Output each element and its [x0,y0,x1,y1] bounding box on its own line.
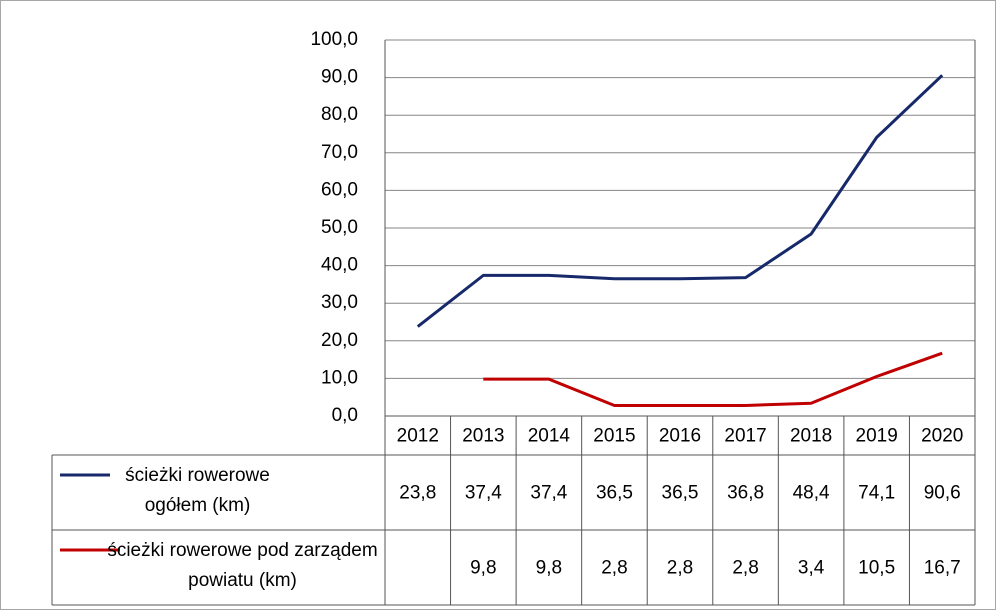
y-tick-label: 50,0 [321,217,358,238]
x-tick-label: 2012 [397,426,439,447]
data-label: 9,8 [536,558,562,579]
data-label: 9,8 [470,558,496,579]
series-line [483,351,943,407]
y-tick-label: 10,0 [321,367,358,388]
data-label: 2,8 [732,558,758,579]
y-tick-label: 0,0 [332,405,358,426]
legend-label: ścieżki rowerowe pod zarządem powiatu (k… [107,540,378,591]
y-tick-label: 30,0 [321,292,358,313]
data-label: 37,4 [530,483,567,504]
x-tick-label: 2020 [921,426,963,447]
y-tick-label: 20,0 [321,330,358,351]
data-label: 2,8 [667,558,693,579]
x-tick-label: 2013 [462,426,504,447]
data-label: 16,7 [924,558,961,579]
y-tick-label: 90,0 [321,67,358,88]
data-label: 48,4 [793,483,830,504]
data-label: 37,4 [465,483,502,504]
legend-label: ścieżki rowerowe ogółem (km) [125,465,270,516]
series-line [416,74,944,328]
data-label: 3,4 [798,558,825,579]
y-tick-label: 100,0 [310,29,358,50]
x-tick-label: 2018 [790,426,832,447]
data-label: 23,8 [399,483,436,504]
y-tick-label: 80,0 [321,104,358,125]
x-tick-label: 2015 [593,426,635,447]
data-label: 36,8 [727,483,764,504]
x-tick-label: 2019 [856,426,898,447]
data-label: 10,5 [858,558,895,579]
data-label: 74,1 [858,483,895,504]
x-tick-label: 2017 [724,426,766,447]
x-tick-label: 2016 [659,426,701,447]
y-tick-label: 70,0 [321,142,358,163]
y-tick-label: 60,0 [321,179,358,200]
data-label: 36,5 [662,483,699,504]
data-label: 36,5 [596,483,633,504]
data-label: 90,6 [924,483,961,504]
y-tick-label: 40,0 [321,255,358,276]
x-tick-label: 2014 [528,426,571,447]
data-label: 2,8 [601,558,627,579]
